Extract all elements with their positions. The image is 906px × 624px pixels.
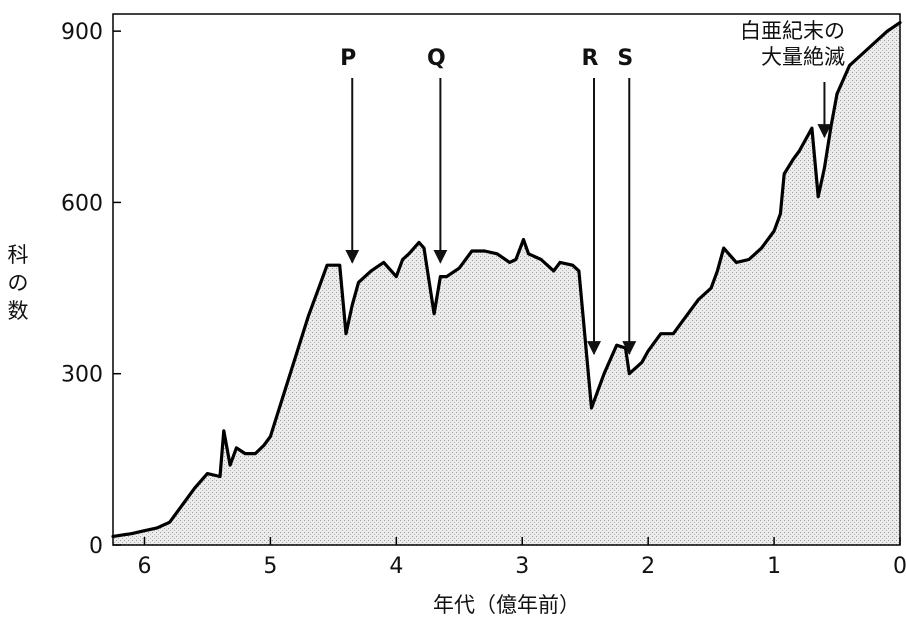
y-tick-label: 900: [61, 20, 103, 45]
axes: [112, 13, 901, 546]
x-tick-label: 1: [767, 554, 781, 579]
marker-label-q: Q: [427, 46, 446, 71]
x-tick-label: 6: [137, 554, 151, 579]
marker-label-r: R: [582, 46, 599, 71]
y-tick-label: 300: [61, 363, 103, 388]
x-axis-title: 年代（億年前）: [433, 593, 580, 617]
annotation-line-1: 白亜紀末の: [740, 19, 845, 43]
marker-label-s: S: [617, 46, 633, 71]
x-tick-label: 2: [641, 554, 655, 579]
series-line-0: [111, 21, 902, 538]
marker-label-p: P: [340, 46, 356, 71]
plot-area: [111, 21, 902, 546]
y-axis-title-char: 科: [8, 243, 29, 267]
y-axis-title-char: 数: [8, 299, 29, 323]
annotation-line-2: 大量絶滅: [761, 45, 845, 69]
x-tick-label: 0: [893, 554, 906, 579]
y-tick-label: 600: [61, 191, 103, 216]
x-tick-label: 4: [389, 554, 403, 579]
axis-titles: 年代（億年前） 科の数: [8, 243, 581, 617]
x-tick-label: 3: [515, 554, 529, 579]
plot-frame: [112, 13, 901, 546]
y-axis-title-char: の: [8, 271, 29, 295]
x-tick-label: 5: [263, 554, 277, 579]
y-tick-label: 0: [89, 534, 103, 559]
tick-labels: 6 5 4 3 2 1 0 0 300 600 900: [61, 20, 906, 579]
series-area-0: [113, 22, 900, 546]
